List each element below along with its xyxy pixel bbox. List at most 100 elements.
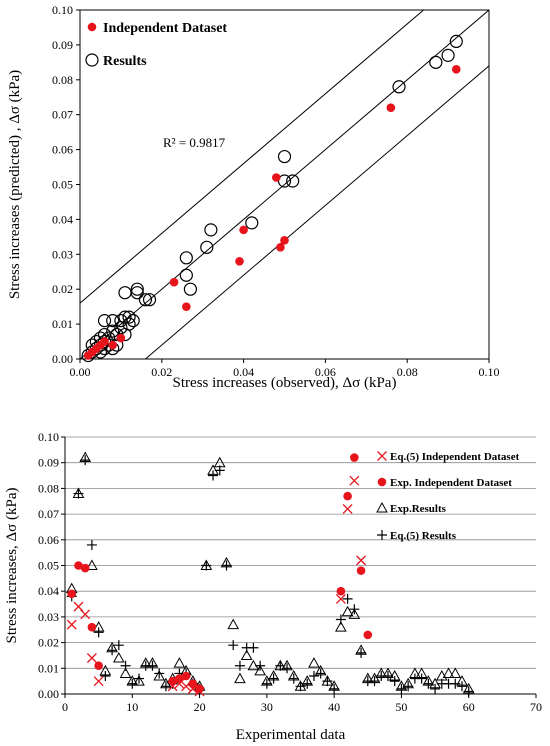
legend-marker-exp-results — [376, 501, 388, 513]
data-point-exp-results — [240, 649, 253, 660]
data-point-independent-dataset — [108, 340, 118, 350]
data-point-exp-results — [348, 608, 361, 619]
data-point-results — [118, 286, 132, 300]
data-point-eq5-results — [403, 681, 414, 692]
data-point-results — [130, 282, 144, 296]
data-point-exp-results — [341, 605, 354, 617]
data-point-exp-independent — [363, 630, 373, 640]
legend-marker-eq5-results — [377, 530, 387, 540]
y-tick-label: 0.03 — [38, 610, 59, 624]
y-tick-label: 0.00 — [52, 352, 73, 366]
x-tick-label: 0.02 — [151, 365, 172, 379]
y-tick-label: 0.05 — [38, 559, 59, 573]
data-point-exp-results — [173, 657, 186, 668]
data-point-results — [126, 314, 140, 328]
data-point-eq5-results — [456, 681, 467, 692]
data-point-results — [392, 80, 406, 94]
x-axis-title: Stress increases (observed), Δσ (kPa) — [173, 375, 397, 391]
data-point-results — [245, 216, 259, 230]
x-axis-title: Experimental data — [236, 727, 346, 743]
data-point-independent-dataset — [116, 333, 126, 343]
legend-label-exp-independent-dataset: Exp. Independent Dataset — [390, 477, 512, 489]
data-point-exp-independent — [74, 561, 83, 570]
data-point-exp-results — [254, 664, 266, 676]
data-point-independent-dataset — [280, 236, 289, 245]
data-point-exp-results — [308, 657, 320, 668]
data-point-results — [122, 317, 136, 331]
data-point-eq5-independent — [356, 555, 367, 566]
x-tick-label: 0.06 — [315, 365, 336, 379]
data-point-results — [122, 310, 136, 324]
data-point-eq5-results — [147, 660, 158, 671]
data-point-exp-independent — [87, 622, 97, 632]
data-point-exp-results — [112, 651, 125, 663]
data-point-eq5-results — [113, 640, 124, 651]
data-point-eq5-results — [396, 683, 407, 694]
scatter-chart-predicted-vs-observed: 0.00 0.02 0.04 0.06 0.08 0.10 0.00 0.01 0.02 0.03… — [7, 3, 500, 391]
data-point-exp-results — [133, 675, 145, 686]
data-point-eq5-results — [288, 673, 299, 684]
data-point-eq5-results — [349, 604, 360, 615]
data-point-eq5-results — [335, 614, 346, 625]
legend-marker-eq5-independent-dataset — [377, 451, 387, 461]
data-point-eq5-results — [73, 488, 84, 499]
lower-bound-line — [145, 65, 490, 360]
x-tick-label: 0 — [62, 700, 68, 714]
data-point-eq5-results — [134, 673, 145, 684]
data-point-eq5-results — [268, 673, 279, 684]
data-point-eq5-results — [214, 465, 225, 476]
data-point-eq5-results — [282, 663, 293, 674]
data-point-eq5-results — [450, 678, 461, 689]
data-point-independent-dataset — [239, 225, 248, 235]
data-point-eq5-results — [261, 678, 272, 689]
data-point-eq5-results — [201, 560, 212, 571]
y-tick-label: 0.09 — [52, 38, 73, 52]
y-tick-label: 0.03 — [52, 247, 73, 261]
data-point-exp-independent — [356, 566, 366, 575]
data-point-results — [130, 286, 144, 300]
y-tick-label: 0.01 — [52, 317, 73, 331]
data-point-exp-results — [449, 667, 462, 678]
x-tick-label: 0.10 — [479, 365, 500, 379]
data-point-exp-results — [153, 669, 166, 681]
data-point-eq5-results — [295, 681, 306, 692]
data-point-eq5-independent — [66, 619, 77, 630]
data-point-eq5-results — [228, 640, 239, 651]
data-point-exp-independent — [188, 679, 198, 689]
data-point-results — [118, 310, 132, 324]
x-tick-label: 10 — [126, 700, 138, 714]
data-point-exp-results — [119, 667, 132, 678]
data-point-independent-dataset — [276, 243, 285, 252]
x-tick-label: 0.00 — [70, 365, 91, 379]
data-point-exp-independent — [80, 563, 90, 573]
data-point-eq5-results — [221, 560, 232, 571]
x-tick-label: 0.04 — [233, 365, 254, 379]
data-point-eq5-results — [308, 671, 319, 682]
data-point-results — [449, 34, 463, 49]
data-point-independent-dataset — [386, 103, 396, 113]
y-tick-label: 0.08 — [52, 73, 73, 87]
legend-marker-results — [85, 53, 99, 67]
x-tick-label: 20 — [194, 700, 206, 714]
data-point-eq5-results — [80, 455, 91, 466]
x-tick-label: 50 — [395, 700, 407, 714]
data-point-exp-results — [335, 621, 347, 632]
data-point-independent-dataset — [100, 337, 109, 346]
data-point-eq5-results — [100, 671, 111, 682]
data-point-exp-results — [86, 559, 98, 570]
data-point-results — [204, 223, 218, 237]
data-point-independent-dataset — [169, 277, 179, 287]
data-point-results — [441, 48, 455, 62]
data-point-eq5-independent — [93, 676, 104, 687]
data-point-results — [142, 293, 157, 307]
y-tick-label: 0.07 — [52, 108, 73, 122]
data-point-eq5-results — [416, 673, 427, 684]
data-point-eq5-results — [302, 678, 313, 689]
data-point-eq5-results — [382, 671, 393, 682]
legend-label-independent-dataset: Independent Dataset — [103, 21, 227, 36]
legend-marker-independent-dataset — [87, 22, 97, 32]
y-tick-label: 0.02 — [52, 282, 73, 296]
legend-label-exp-results: Exp.Results — [390, 503, 447, 515]
data-point-results — [286, 174, 300, 188]
data-point-eq5-results — [160, 681, 171, 692]
